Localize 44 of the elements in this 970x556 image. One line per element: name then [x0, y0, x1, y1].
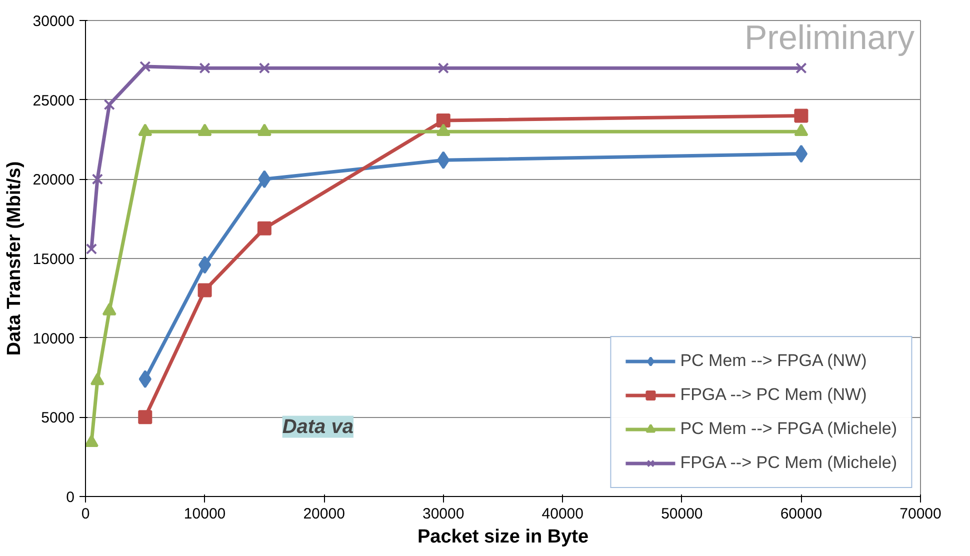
y-tick-label: 0	[66, 489, 74, 506]
point	[258, 62, 270, 74]
legend-label: PC Mem --> FPGA (Michele)	[680, 419, 897, 439]
x-tick-label: 40000	[542, 506, 584, 522]
point	[140, 60, 151, 72]
point	[436, 113, 450, 128]
point	[796, 62, 807, 74]
x-tick-label: 20000	[303, 506, 345, 522]
point	[86, 243, 98, 255]
point	[198, 256, 212, 274]
x-tick-label: 70000	[900, 506, 942, 522]
x-tick-label: 60000	[780, 506, 822, 522]
point	[86, 434, 98, 448]
point	[794, 108, 808, 123]
point	[138, 370, 152, 388]
annotation: Data va	[282, 416, 354, 438]
x-axis-title: Packet size in Byte	[417, 526, 589, 548]
y-tick-label: 5000	[41, 410, 75, 427]
x-tick-label: 50000	[661, 506, 703, 522]
point	[90, 372, 104, 386]
point	[138, 410, 152, 424]
point	[258, 170, 271, 188]
point	[794, 144, 808, 163]
annotation: Preliminary	[744, 18, 915, 57]
point	[438, 62, 449, 74]
point	[198, 283, 212, 298]
legend-label: PC Mem --> FPGA (NW)	[680, 351, 867, 371]
legend-label: FPGA --> PC Mem (Michele)	[680, 453, 897, 473]
point	[257, 221, 272, 236]
y-tick-label: 10000	[32, 330, 75, 348]
legend-label: FPGA --> PC Mem (NW)	[680, 385, 867, 405]
point	[92, 174, 104, 185]
y-tick-label: 25000	[32, 92, 75, 110]
y-tick-label: 20000	[32, 172, 75, 189]
x-tick-label: 30000	[422, 506, 464, 522]
point	[104, 98, 115, 110]
y-axis-title: Data Transfer (Mbit/s)	[4, 161, 25, 356]
point	[199, 62, 210, 74]
y-tick-label: 30000	[32, 13, 75, 30]
x-tick-label: 0	[81, 506, 90, 522]
y-tick-label: 15000	[32, 251, 75, 268]
point	[102, 302, 116, 316]
x-tick-label: 10000	[184, 506, 226, 522]
point	[437, 151, 450, 170]
